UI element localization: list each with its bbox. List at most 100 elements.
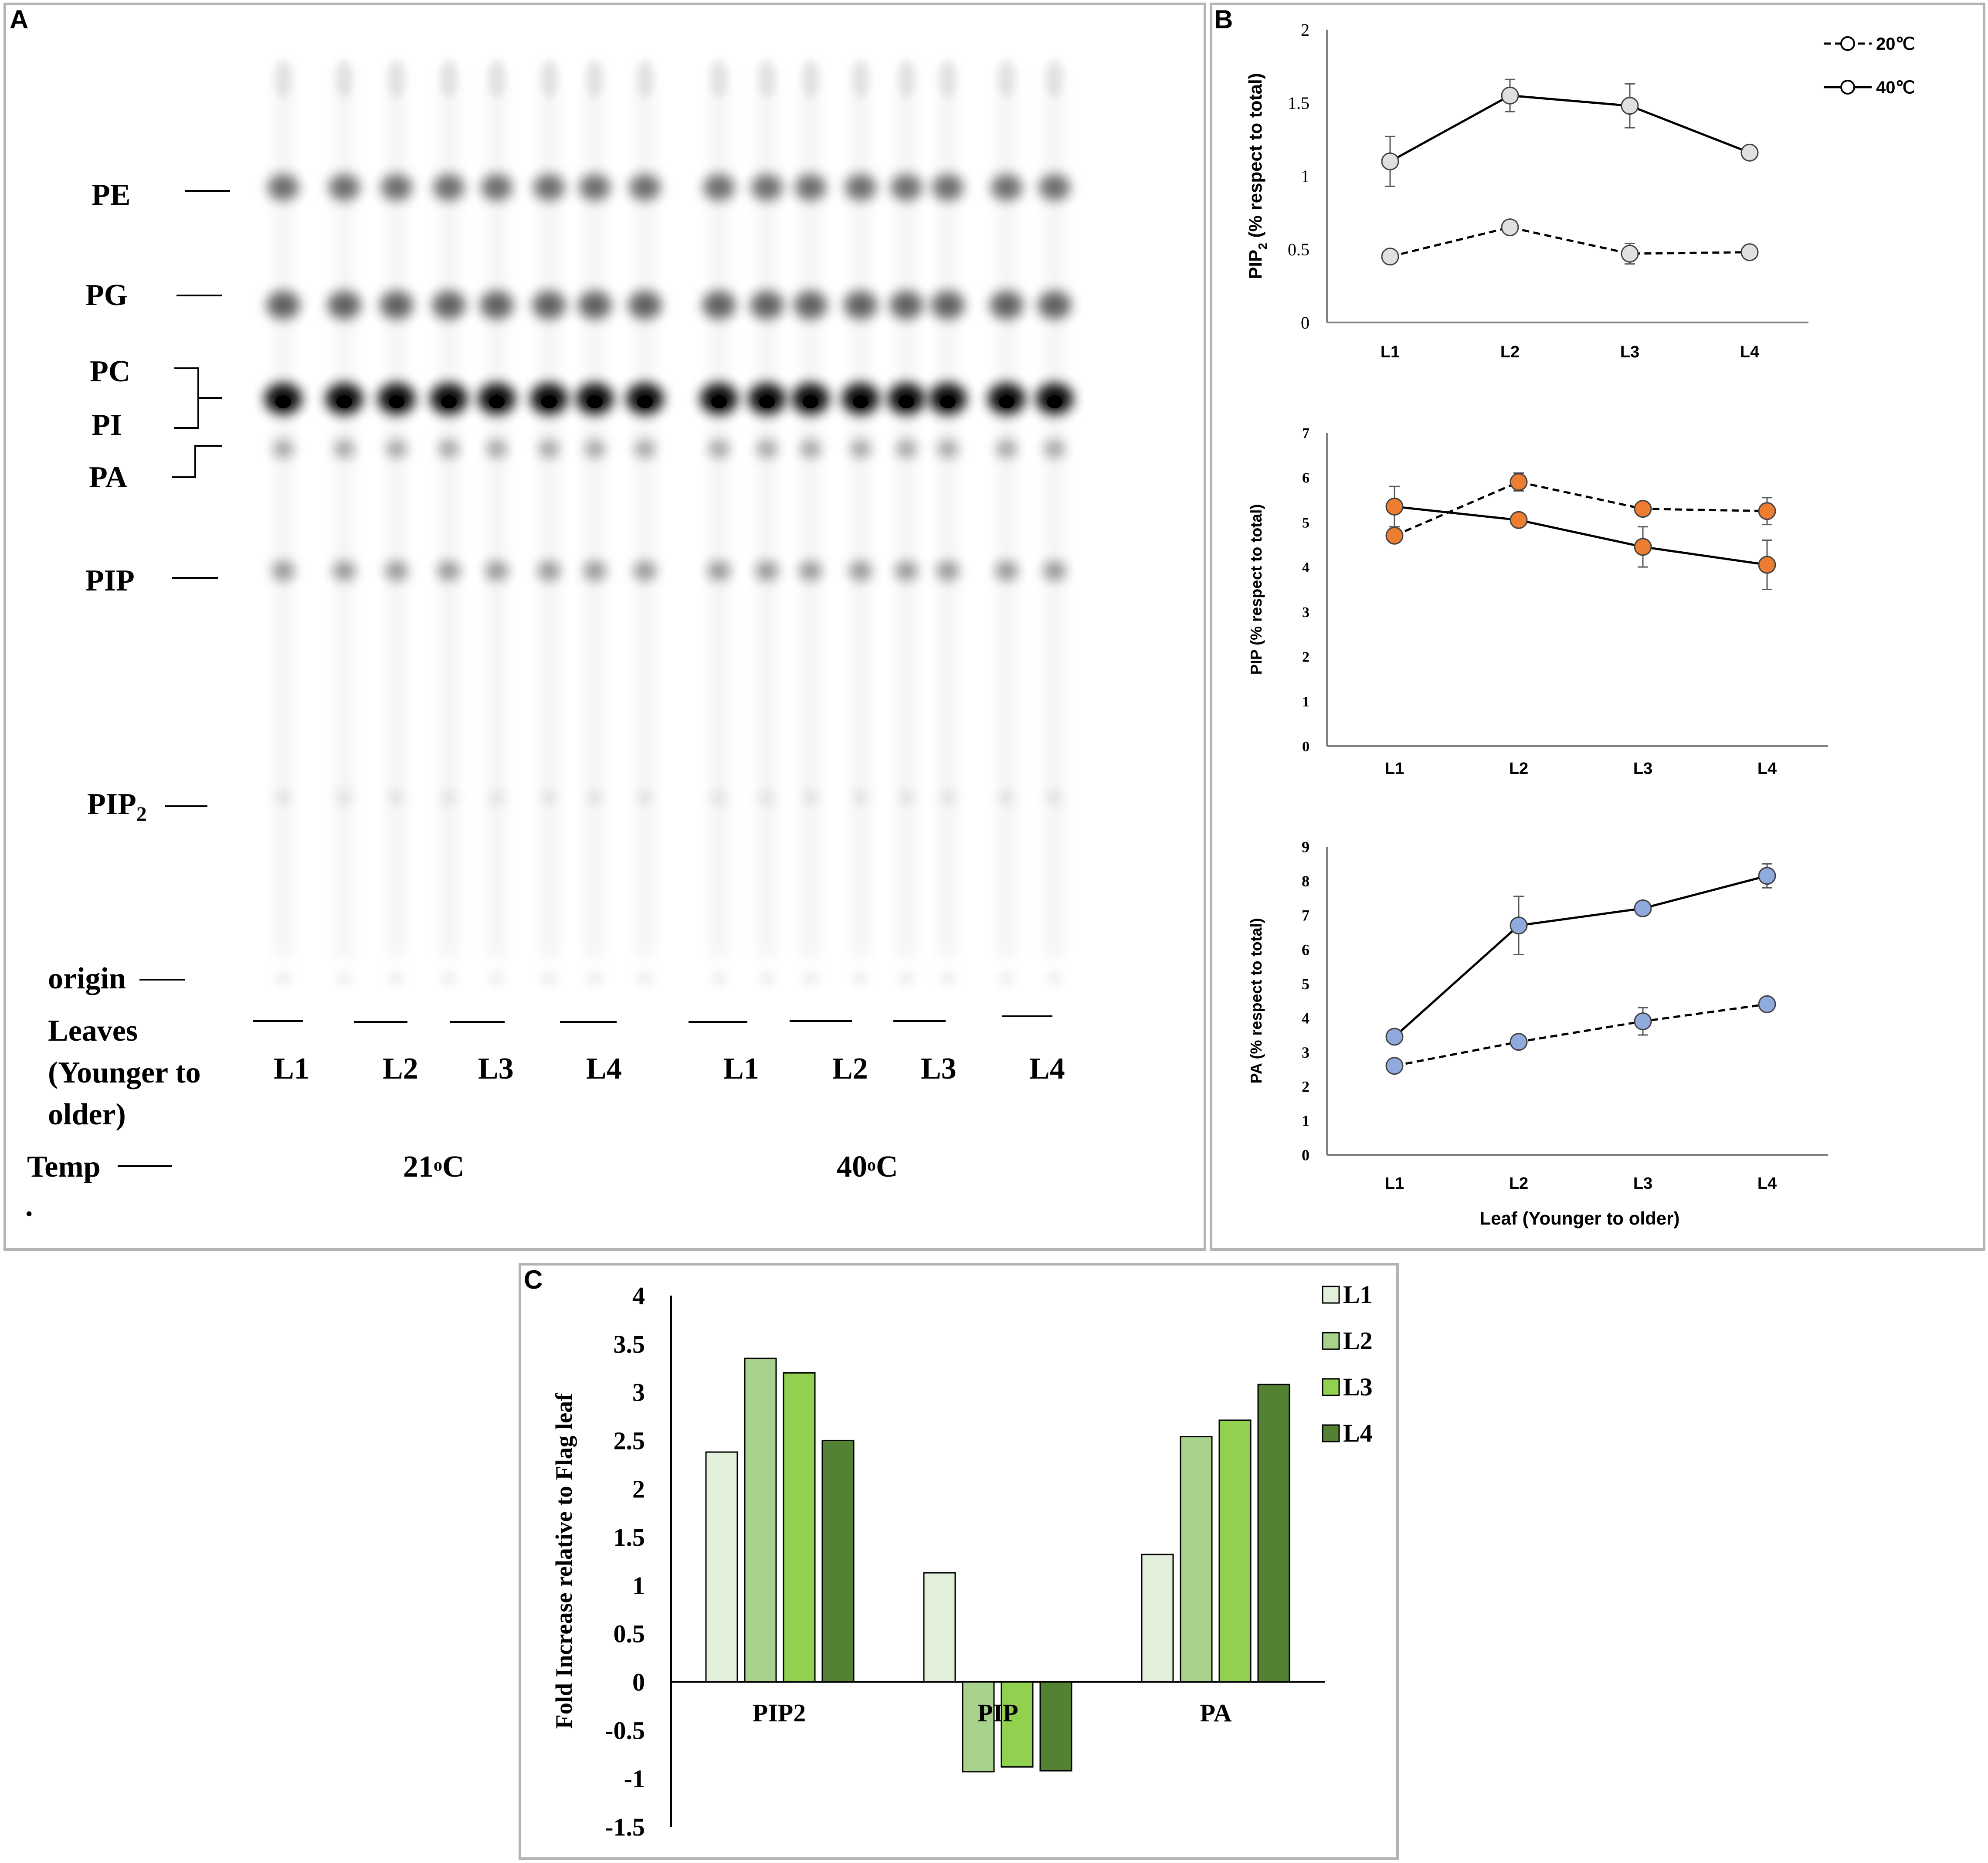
gel-band: [799, 561, 822, 580]
band-label-pa: PA: [89, 461, 128, 494]
lane-streak: [997, 65, 1016, 959]
gel-lane: [791, 59, 830, 983]
lane-streak: [851, 65, 870, 959]
gel-band: [433, 174, 465, 200]
category-label: PA: [1200, 1699, 1231, 1727]
lane-label-l1: L1: [274, 1052, 309, 1086]
gel-band: [542, 791, 556, 804]
gel-lane: [430, 59, 468, 983]
bar-pip2-l3: [783, 1372, 816, 1683]
gel-band: [634, 440, 655, 458]
lane-streak: [938, 65, 957, 959]
legend-swatch: [1322, 1378, 1340, 1396]
gel-band-core: [637, 395, 653, 408]
y-tick-label: -0.5: [605, 1716, 645, 1744]
gel-band-core: [999, 395, 1014, 408]
y-tick-label: 2.5: [614, 1426, 645, 1455]
leaves-label-line1: Leaves: [48, 1014, 138, 1048]
chart-c-plot: -1.5 -1 -0.5 0 0.5 1 1.5 2 2.5 3 3.5 4 Fold Increase…: [551, 1282, 1325, 1841]
gel-band: [276, 791, 291, 804]
series-40c: [1385, 863, 1776, 1046]
gel-band: [380, 291, 414, 319]
lane-top-smear: [998, 59, 1015, 98]
bar-pip-l1: [923, 1572, 956, 1683]
lane-streak: [274, 65, 293, 959]
series-line: [1390, 226, 1750, 258]
legend-swatch: [1322, 1424, 1340, 1442]
gel-band: [896, 440, 917, 458]
lane-label-l1: L1: [723, 1052, 759, 1086]
gel-band: [271, 561, 295, 580]
bar-pip2-l1: [705, 1451, 738, 1683]
gel-band: [278, 974, 288, 983]
lane-streak: [539, 65, 559, 959]
data-point: [1758, 867, 1776, 885]
gel-band: [853, 791, 868, 804]
gel-band-core: [441, 395, 457, 408]
data-point: [1510, 511, 1528, 529]
gel-band: [1038, 291, 1072, 319]
gel-band: [444, 974, 454, 983]
gel-lane: [1035, 59, 1074, 983]
panel-a-letter: A: [10, 5, 29, 34]
y-tick-label: 3: [1302, 1044, 1310, 1061]
series-20c: [1385, 472, 1776, 545]
lane-top-smear: [586, 59, 604, 98]
chart-b_pip2: 0 0.5 1 1.5 2 L1 L2 L3 L4 PIP2 (% respect to tota…: [1245, 20, 1808, 361]
y-tick-label: 5: [1302, 975, 1310, 993]
gel-band: [999, 791, 1014, 804]
gel-band: [583, 561, 607, 580]
bracket-pc-pi: [174, 367, 222, 429]
band-label-origin: origin: [48, 962, 126, 995]
y-tick-label: 6: [1302, 470, 1310, 486]
gel-band: [268, 174, 299, 200]
gel-band-core: [853, 395, 868, 408]
gel-band: [492, 974, 502, 983]
legend-swatch: [1322, 1332, 1340, 1350]
gel-band: [709, 440, 729, 458]
gel-band: [937, 440, 958, 458]
y-tick-label: 0: [1302, 739, 1310, 755]
lane-streak: [387, 65, 406, 959]
series-line: [1394, 505, 1767, 566]
gel-band: [996, 440, 1017, 458]
y-tick-label: 6: [1302, 941, 1310, 958]
bar-pa-l2: [1180, 1436, 1213, 1683]
data-point: [1740, 143, 1759, 162]
lane-label-l3: L3: [921, 1052, 957, 1086]
category-label: PIP: [977, 1699, 1018, 1727]
data-point: [1740, 243, 1759, 261]
lane-top-smear: [1046, 59, 1063, 98]
y-tick-label: 1: [1301, 166, 1310, 186]
x-tick-label: L1: [1385, 760, 1404, 778]
panel-c-letter: C: [524, 1265, 543, 1294]
band-label-pe: PE: [92, 178, 130, 212]
panel-b-frame: [1210, 3, 1985, 1251]
gel-band: [1001, 974, 1012, 983]
band-label-pip: PIP: [85, 564, 135, 597]
x-tick-label: L2: [1509, 1174, 1528, 1193]
gel-band: [533, 174, 565, 200]
bar-pa-l3: [1218, 1419, 1252, 1683]
data-point: [1385, 497, 1404, 516]
gel-band: [751, 174, 783, 200]
legend: L1 L2 L3 L4: [1322, 1280, 1373, 1447]
gel-band: [629, 174, 661, 200]
gel-band-core: [711, 395, 727, 408]
data-point: [1510, 1033, 1528, 1051]
band-label-pc: PC: [90, 355, 130, 388]
category-label: PIP2: [753, 1699, 806, 1727]
x-tick-label: L2: [1500, 343, 1520, 361]
lane-streak: [709, 65, 729, 959]
gel-lane: [700, 59, 738, 983]
series-line: [1394, 481, 1767, 537]
gel-band: [803, 791, 818, 804]
gel-band: [337, 791, 352, 804]
gel-band: [995, 561, 1018, 580]
gel-band-core: [389, 395, 404, 408]
y-axis-label: PIP2 (% respect to total): [1245, 73, 1269, 279]
gel-band: [579, 174, 611, 200]
x-tick-label: L4: [1740, 343, 1759, 361]
x-tick-label: L3: [1633, 1174, 1652, 1193]
